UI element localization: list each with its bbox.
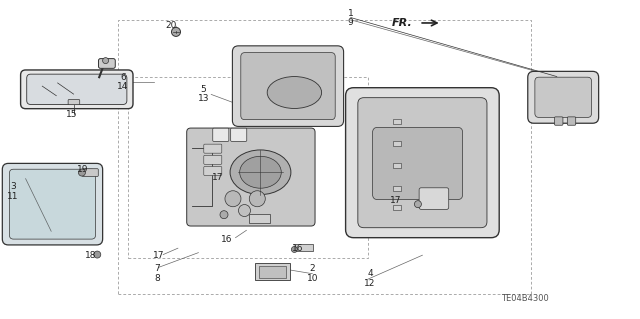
Circle shape <box>94 251 100 258</box>
Text: 8: 8 <box>154 274 159 283</box>
Text: 11: 11 <box>7 192 19 201</box>
FancyBboxPatch shape <box>248 214 270 223</box>
FancyBboxPatch shape <box>241 53 335 120</box>
FancyBboxPatch shape <box>3 163 102 245</box>
FancyBboxPatch shape <box>212 128 229 141</box>
Text: 14: 14 <box>117 82 129 91</box>
Text: 20: 20 <box>166 21 177 30</box>
FancyBboxPatch shape <box>187 128 315 226</box>
Text: 17: 17 <box>153 251 164 260</box>
Text: 12: 12 <box>364 279 376 288</box>
FancyBboxPatch shape <box>567 117 576 125</box>
Circle shape <box>239 204 250 217</box>
Text: TE04B4300: TE04B4300 <box>501 294 548 303</box>
FancyBboxPatch shape <box>419 188 449 209</box>
Text: FR.: FR. <box>392 18 413 28</box>
Text: 17: 17 <box>212 173 223 182</box>
FancyBboxPatch shape <box>204 167 222 175</box>
Bar <box>393 141 401 146</box>
FancyBboxPatch shape <box>535 77 591 117</box>
Circle shape <box>220 211 228 219</box>
Text: 4: 4 <box>367 269 372 278</box>
Circle shape <box>79 169 85 176</box>
Text: 7: 7 <box>154 264 159 273</box>
FancyBboxPatch shape <box>10 169 95 239</box>
Text: 18: 18 <box>85 251 97 260</box>
Text: 16: 16 <box>221 235 233 244</box>
FancyBboxPatch shape <box>20 70 133 109</box>
Text: 15: 15 <box>66 110 77 119</box>
Circle shape <box>225 191 241 207</box>
Bar <box>393 119 401 124</box>
Circle shape <box>415 201 421 208</box>
FancyBboxPatch shape <box>346 88 499 238</box>
FancyBboxPatch shape <box>255 263 290 280</box>
Text: 1: 1 <box>348 9 353 18</box>
FancyBboxPatch shape <box>372 127 463 200</box>
Text: 5: 5 <box>201 85 206 94</box>
Ellipse shape <box>268 77 322 108</box>
Bar <box>393 205 401 210</box>
Text: 6: 6 <box>120 73 125 82</box>
Text: 13: 13 <box>198 94 209 103</box>
FancyBboxPatch shape <box>204 144 222 153</box>
Bar <box>393 186 401 191</box>
FancyBboxPatch shape <box>232 46 344 126</box>
FancyBboxPatch shape <box>358 98 487 228</box>
FancyBboxPatch shape <box>204 155 222 164</box>
Text: 9: 9 <box>348 19 353 27</box>
Bar <box>393 163 401 168</box>
FancyBboxPatch shape <box>68 100 80 105</box>
FancyBboxPatch shape <box>528 71 598 123</box>
Text: 2: 2 <box>310 264 315 273</box>
FancyBboxPatch shape <box>230 128 247 141</box>
FancyBboxPatch shape <box>259 266 286 278</box>
Ellipse shape <box>230 150 291 195</box>
Circle shape <box>172 27 180 36</box>
FancyBboxPatch shape <box>99 59 115 68</box>
Bar <box>118 20 531 294</box>
Text: 3: 3 <box>10 182 15 191</box>
Text: 10: 10 <box>307 274 318 283</box>
FancyBboxPatch shape <box>82 169 99 176</box>
Text: 19: 19 <box>77 165 89 174</box>
FancyBboxPatch shape <box>554 117 563 125</box>
Text: 17: 17 <box>390 196 401 205</box>
FancyBboxPatch shape <box>294 244 313 251</box>
Circle shape <box>250 191 266 207</box>
Circle shape <box>291 247 298 252</box>
FancyBboxPatch shape <box>27 74 127 105</box>
Ellipse shape <box>240 156 282 188</box>
Text: 16: 16 <box>292 244 303 253</box>
Bar <box>128 77 368 258</box>
Circle shape <box>102 58 109 63</box>
